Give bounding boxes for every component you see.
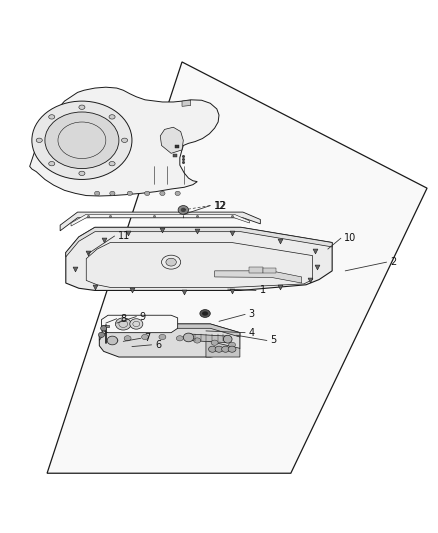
Ellipse shape xyxy=(49,115,55,119)
Polygon shape xyxy=(215,271,302,283)
Text: 12: 12 xyxy=(214,200,226,211)
Ellipse shape xyxy=(95,191,100,196)
Polygon shape xyxy=(30,87,219,196)
Ellipse shape xyxy=(49,161,55,166)
Polygon shape xyxy=(250,268,262,272)
Text: 4: 4 xyxy=(249,328,255,337)
Text: 3: 3 xyxy=(249,309,255,319)
Polygon shape xyxy=(102,315,178,333)
Ellipse shape xyxy=(79,105,85,109)
Ellipse shape xyxy=(130,319,143,329)
Polygon shape xyxy=(262,268,276,273)
Ellipse shape xyxy=(200,310,210,318)
Ellipse shape xyxy=(194,338,201,343)
Ellipse shape xyxy=(109,115,115,119)
Ellipse shape xyxy=(124,336,131,341)
Ellipse shape xyxy=(145,191,150,196)
Ellipse shape xyxy=(99,332,105,337)
Text: 10: 10 xyxy=(344,233,357,243)
Ellipse shape xyxy=(45,112,119,168)
Polygon shape xyxy=(99,324,240,357)
Ellipse shape xyxy=(109,161,115,166)
Ellipse shape xyxy=(211,340,218,345)
Polygon shape xyxy=(71,214,250,226)
Text: 6: 6 xyxy=(155,340,161,350)
Ellipse shape xyxy=(175,191,180,196)
Ellipse shape xyxy=(228,346,236,352)
Polygon shape xyxy=(99,324,240,341)
Text: 8: 8 xyxy=(120,314,126,324)
Ellipse shape xyxy=(223,335,232,343)
Ellipse shape xyxy=(215,346,223,352)
Polygon shape xyxy=(66,228,332,290)
Polygon shape xyxy=(188,334,228,343)
Ellipse shape xyxy=(208,346,216,352)
Polygon shape xyxy=(60,212,260,231)
Polygon shape xyxy=(160,127,184,154)
Text: 9: 9 xyxy=(140,312,146,321)
Ellipse shape xyxy=(79,171,85,175)
Polygon shape xyxy=(66,228,332,257)
Ellipse shape xyxy=(110,191,115,196)
Text: 1: 1 xyxy=(259,286,265,295)
Ellipse shape xyxy=(166,258,177,266)
Text: 11: 11 xyxy=(118,231,130,241)
Polygon shape xyxy=(206,341,240,357)
Ellipse shape xyxy=(229,342,236,348)
Ellipse shape xyxy=(178,206,188,214)
Text: 12: 12 xyxy=(215,200,227,211)
Polygon shape xyxy=(176,144,179,148)
Ellipse shape xyxy=(36,138,42,142)
Ellipse shape xyxy=(101,326,107,331)
Polygon shape xyxy=(47,62,427,473)
Polygon shape xyxy=(173,154,177,157)
Polygon shape xyxy=(182,100,191,107)
Ellipse shape xyxy=(184,333,194,342)
Ellipse shape xyxy=(181,208,186,212)
Ellipse shape xyxy=(160,191,165,196)
Text: 2: 2 xyxy=(390,257,396,267)
Ellipse shape xyxy=(127,191,132,196)
Ellipse shape xyxy=(111,338,118,343)
Text: 7: 7 xyxy=(144,333,150,343)
Text: 5: 5 xyxy=(270,335,277,345)
Ellipse shape xyxy=(202,311,208,316)
Ellipse shape xyxy=(121,138,127,142)
Ellipse shape xyxy=(159,334,166,340)
Polygon shape xyxy=(102,325,110,327)
Ellipse shape xyxy=(222,346,230,352)
Ellipse shape xyxy=(32,101,132,180)
Ellipse shape xyxy=(116,318,131,330)
Ellipse shape xyxy=(141,334,148,340)
Ellipse shape xyxy=(107,336,117,345)
Ellipse shape xyxy=(177,336,184,341)
